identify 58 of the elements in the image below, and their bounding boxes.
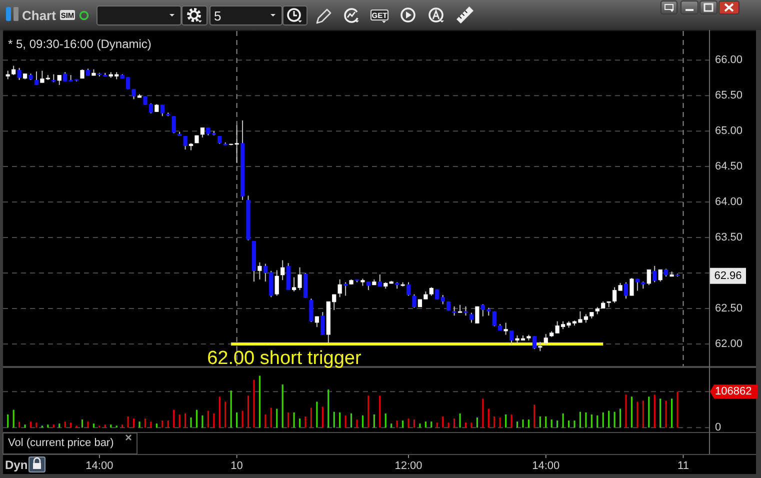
x-tick-label: 12:00 [394, 460, 422, 472]
candlestick [412, 294, 416, 308]
candlestick [630, 277, 634, 296]
candlestick [258, 262, 262, 280]
x-tick-label: 11 [678, 460, 689, 472]
candlestick [57, 74, 62, 86]
candlestick [475, 306, 480, 324]
candlestick [406, 282, 411, 296]
candlestick [12, 65, 16, 76]
text: Dyn [5, 458, 28, 472]
candlestick [338, 278, 342, 298]
series-label: 62.00 short trigger [207, 348, 362, 369]
candlestick [658, 268, 662, 282]
candlestick [469, 312, 474, 324]
candlestick [343, 282, 348, 296]
candlestick [63, 72, 68, 82]
candlestick [280, 260, 285, 281]
text: 5 [214, 8, 222, 24]
candlestick [492, 310, 496, 327]
candlestick [320, 312, 325, 336]
y-tick-label: 64.50 [715, 160, 743, 173]
y-tick-label: 63.50 [715, 232, 743, 244]
candlestick [378, 274, 382, 288]
candlestick [440, 294, 445, 305]
candlestick [509, 330, 514, 346]
candlestick [34, 70, 39, 86]
y-tick-label: 62.00 [715, 338, 743, 350]
candlestick [274, 270, 279, 296]
x-tick-label: 10 [230, 460, 243, 472]
candlestick [183, 136, 188, 150]
candlestick [200, 127, 205, 138]
text: Vol (current price bar) [8, 437, 114, 449]
candlestick [544, 334, 548, 346]
text: Chart [22, 8, 57, 23]
candlestick [538, 341, 542, 352]
candlestick [309, 298, 314, 322]
y-tick-label: 64.00 [715, 196, 743, 208]
text: * 5, 09:30-16:00 (Dynamic) [8, 37, 152, 51]
y-tick-label: 106862 [715, 386, 752, 398]
candlestick [132, 88, 136, 100]
y-tick-label: 65.50 [715, 90, 743, 102]
y-tick-label: 62.50 [715, 302, 743, 315]
y-tick-label: 0 [715, 422, 722, 434]
candlestick [624, 282, 628, 300]
candlestick [532, 336, 536, 350]
candlestick [504, 322, 508, 336]
candlestick [452, 306, 456, 316]
annotation: 62.96 [714, 270, 742, 282]
candlestick [635, 278, 640, 292]
x-tick-label: 14:00 [532, 460, 560, 472]
candlestick [17, 67, 22, 80]
candlestick [172, 116, 176, 134]
y-tick-label: 66.00 [715, 54, 743, 66]
y-tick-label: 65.00 [715, 125, 743, 138]
candlestick [652, 265, 657, 283]
candlestick [646, 268, 651, 286]
x-tick-label: 14:00 [86, 460, 114, 472]
candlestick [464, 306, 468, 316]
